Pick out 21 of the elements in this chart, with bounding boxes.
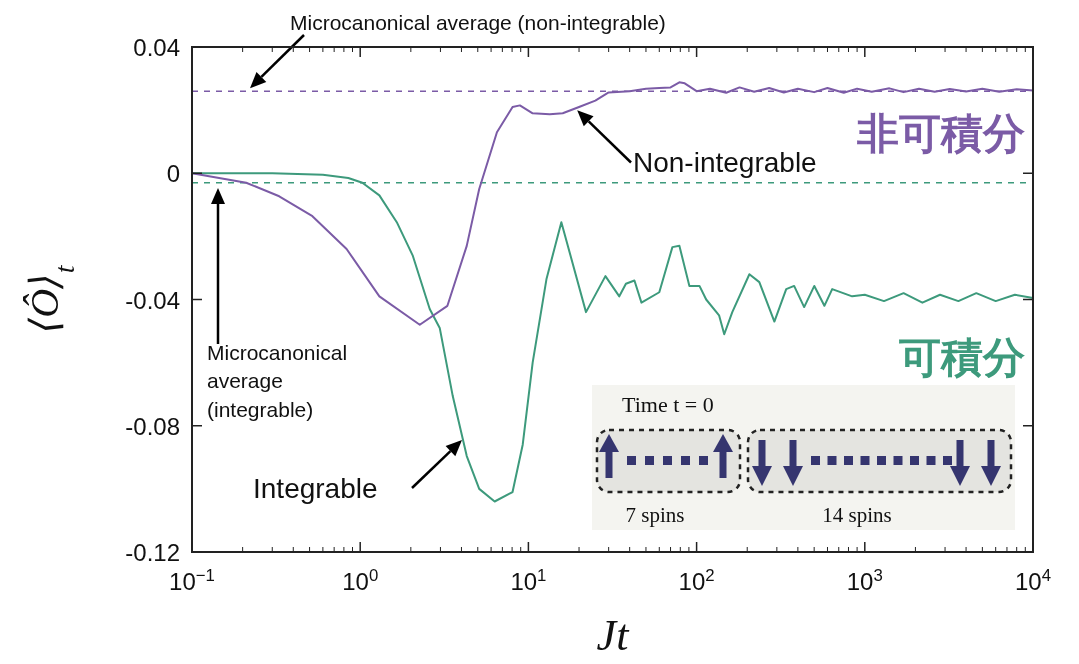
ref-line-label: Microcanonical average (non-integrable) — [290, 11, 666, 34]
x-tick-label: 10$^{2}$ — [678, 565, 715, 595]
series-label: 非可積分 — [856, 110, 1025, 157]
annotation: Microcanonical average (integrable) — [207, 341, 348, 421]
x-tick-label: 10$^{4}$ — [1014, 565, 1052, 595]
x-tick-label: 10$^{−1}$ — [169, 565, 215, 595]
annotation: 7 spins — [625, 503, 685, 527]
y-tick-label: 0.04 — [133, 34, 180, 61]
x-axis-title: Jt — [596, 611, 631, 660]
annotation: 14 spins — [822, 503, 892, 527]
y-tick-label: -0.04 — [125, 286, 180, 314]
annotation: Time t = 0 — [622, 392, 714, 417]
annotation: Non-integrable — [633, 147, 817, 178]
x-tick-label: 10$^{3}$ — [846, 565, 883, 595]
y-tick-label: -0.12 — [125, 539, 180, 566]
y-tick-label: 0 — [166, 160, 180, 188]
annotation: Integrable — [253, 473, 378, 504]
x-tick-label: 10$^{1}$ — [510, 565, 547, 595]
y-tick-label: -0.08 — [125, 412, 180, 440]
x-tick-label: 10$^{0}$ — [342, 565, 379, 595]
series-label: 可積分 — [898, 334, 1025, 381]
